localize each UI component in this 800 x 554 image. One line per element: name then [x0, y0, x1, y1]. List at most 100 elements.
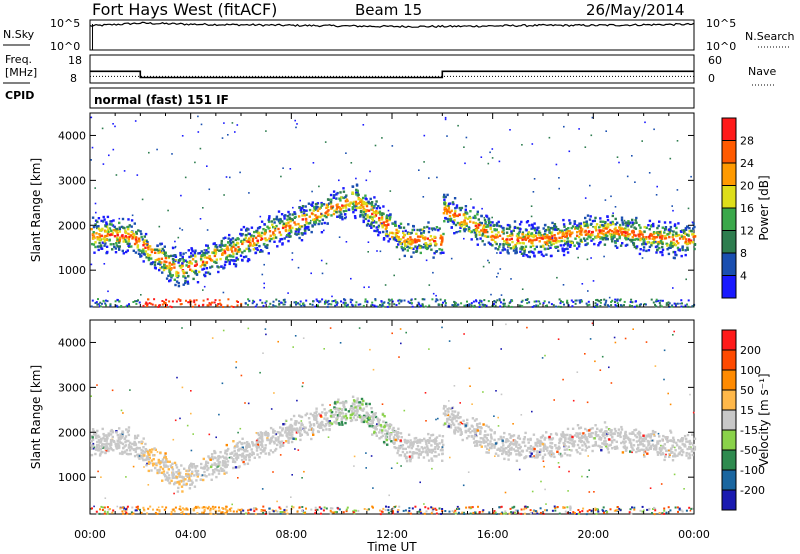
power-point	[391, 145, 394, 147]
power-point	[531, 305, 534, 308]
power-point	[672, 209, 674, 212]
velocity-point	[503, 457, 506, 461]
velocity-point	[590, 435, 593, 438]
power-point	[677, 242, 680, 245]
power-point	[468, 230, 471, 233]
velocity-point	[451, 416, 454, 419]
velocity-point	[635, 440, 639, 443]
power-point	[235, 300, 238, 303]
power-point	[397, 230, 400, 233]
power-point	[661, 242, 664, 246]
velocity-point	[603, 433, 606, 436]
nsky-line	[89, 21, 695, 29]
power-point	[617, 230, 620, 233]
power-point	[570, 299, 573, 302]
power-point	[453, 304, 456, 307]
power-point	[117, 245, 119, 248]
velocity-point	[420, 451, 424, 454]
power-point	[548, 241, 551, 244]
power-point	[265, 246, 268, 249]
power-point	[113, 235, 117, 238]
power-point	[454, 210, 457, 213]
power-point	[626, 233, 630, 236]
velocity-point	[94, 434, 97, 437]
velocity-point	[656, 453, 660, 456]
velocity-point	[131, 442, 134, 446]
velocity-point	[616, 434, 620, 437]
power-point	[406, 249, 409, 252]
power-point	[682, 305, 685, 308]
velocity-point	[170, 479, 173, 482]
power-point	[557, 249, 560, 252]
velocity-point	[195, 473, 199, 476]
power-point	[110, 229, 113, 232]
power-point	[692, 222, 695, 225]
power-point	[301, 214, 304, 217]
power-point	[268, 230, 272, 233]
date-title: 26/May/2014	[586, 1, 684, 19]
power-point	[598, 229, 601, 232]
power-point	[103, 229, 107, 232]
power-point	[300, 207, 304, 210]
velocity-point	[529, 445, 533, 448]
power-point	[145, 302, 148, 305]
velocity-point	[138, 457, 141, 460]
power-point	[486, 225, 490, 228]
power-point	[554, 245, 557, 249]
velocity-point	[453, 417, 456, 420]
power-point	[672, 256, 676, 259]
power-point	[342, 196, 346, 200]
power-point	[485, 229, 488, 232]
velocity-point	[636, 447, 639, 451]
power-point	[327, 303, 330, 306]
velocity-point	[502, 444, 505, 447]
velocity-point	[156, 471, 159, 475]
power-point	[633, 305, 636, 308]
velocity-point	[341, 400, 345, 404]
velocity-point	[444, 414, 447, 417]
power-point	[420, 233, 423, 237]
power-point	[114, 251, 118, 254]
power-point	[555, 163, 558, 166]
power-point	[371, 208, 374, 211]
power-point	[586, 226, 590, 229]
power-point	[203, 285, 206, 288]
velocity-point	[261, 433, 264, 437]
velocity-point	[595, 430, 598, 434]
power-point	[555, 239, 558, 242]
power-point	[326, 213, 330, 217]
power-point	[592, 238, 595, 241]
power-point	[307, 228, 311, 231]
power-point	[297, 232, 300, 236]
velocity-point	[362, 420, 366, 424]
velocity-point	[576, 443, 580, 447]
power-point	[613, 234, 616, 237]
power-point	[218, 249, 221, 252]
power-point	[375, 207, 378, 210]
power-point	[105, 304, 107, 307]
power-point	[410, 255, 413, 258]
power-point	[359, 215, 362, 218]
power-point	[528, 250, 531, 254]
power-point	[441, 240, 444, 243]
velocity-point	[289, 437, 293, 440]
velocity-point	[246, 462, 250, 465]
power-point	[537, 304, 540, 307]
velocity-point	[662, 434, 665, 438]
velocity-point	[678, 440, 681, 443]
power-point	[600, 232, 603, 235]
power-point	[578, 301, 581, 304]
power-point	[419, 251, 422, 255]
power-point	[232, 245, 235, 249]
power-point	[227, 241, 230, 244]
power-point	[602, 220, 605, 223]
velocity-point	[124, 440, 127, 444]
power-point	[459, 226, 462, 229]
power-point	[187, 275, 190, 278]
power-point	[409, 243, 412, 246]
velocity-point	[266, 437, 269, 440]
velocity-point	[337, 422, 341, 425]
velocity-point	[396, 437, 400, 441]
power-point	[591, 233, 594, 237]
power-point	[352, 200, 356, 204]
